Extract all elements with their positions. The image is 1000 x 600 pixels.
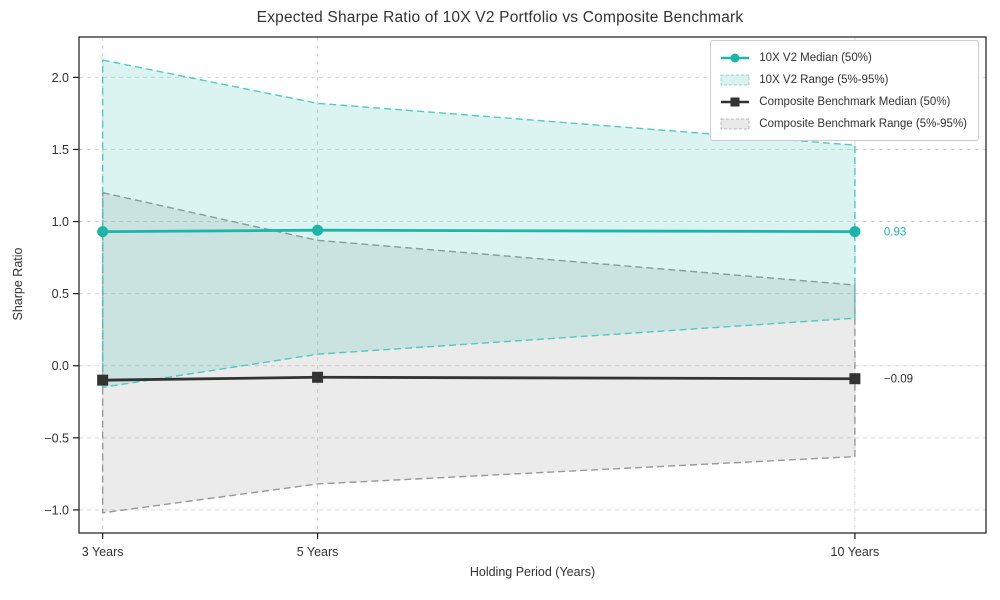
x-axis-label: Holding Period (Years) (469, 565, 596, 579)
y-tick-label: −1.0 (44, 503, 69, 517)
portfolio-data-point (312, 224, 324, 236)
portfolio-data-point (849, 226, 861, 238)
chart-title: Expected Sharpe Ratio of 10X V2 Portfoli… (256, 9, 744, 26)
benchmark-data-point (97, 374, 109, 386)
benchmark-data-point (312, 371, 324, 383)
legend-benchmark-line-glyph (721, 97, 750, 106)
y-tick-label: −0.5 (44, 431, 69, 445)
portfolio-end-value-label: 0.93 (884, 227, 906, 239)
legend-item-benchmark-range: Composite Benchmark Range (5%-95%) (720, 115, 967, 132)
benchmark-end-value-label: −0.09 (884, 374, 913, 386)
legend-portfolio-band-glyph (720, 74, 750, 85)
y-tick-label: 0.5 (52, 287, 69, 301)
legend-item-portfolio-median: 10X V2 Median (50%) (720, 49, 967, 66)
legend-label-benchmark-median: Composite Benchmark Median (50%) (759, 95, 951, 108)
legend-benchmark-band-glyph (720, 118, 750, 129)
portfolio-data-point (97, 226, 109, 238)
legend-label-benchmark-range: Composite Benchmark Range (5%-95%) (759, 117, 967, 130)
legend-benchmark-square-marker-icon (730, 97, 740, 106)
legend: 10X V2 Median (50%) 10X V2 Range (5%-95%… (710, 40, 979, 141)
benchmark-data-point (849, 373, 861, 385)
benchmark-range-band (101, 191, 856, 514)
legend-portfolio-band-swatch (720, 74, 750, 85)
legend-portfolio-circle-marker-icon (730, 53, 740, 62)
legend-item-portfolio-range: 10X V2 Range (5%-95%) (720, 71, 967, 88)
legend-label-portfolio-range: 10X V2 Range (5%-95%) (759, 73, 889, 86)
legend-item-benchmark-median: Composite Benchmark Median (50%) (720, 93, 967, 110)
y-tick-label: 1.0 (52, 215, 69, 229)
legend-portfolio-line-glyph (721, 53, 750, 62)
x-tick-label: 3 Years (82, 545, 124, 559)
plot-border (78, 36, 987, 534)
portfolio-median-line (102, 228, 855, 234)
x-tick-label: 5 Years (297, 545, 339, 559)
plot-render: −1.0 −0.5 0.0 0.5 1.0 1.5 2.0 3 Years 5 Years 10 … (44, 36, 987, 559)
y-tick-label: 0.0 (52, 359, 69, 373)
legend-label-portfolio-median: 10X V2 Median (50%) (759, 51, 872, 64)
legend-benchmark-band-swatch (720, 118, 750, 129)
y-tick-label: 1.5 (52, 143, 69, 157)
portfolio-range-band (101, 59, 856, 389)
x-tick-label: 10 Years (831, 545, 880, 559)
y-tick-label: 2.0 (52, 71, 69, 85)
